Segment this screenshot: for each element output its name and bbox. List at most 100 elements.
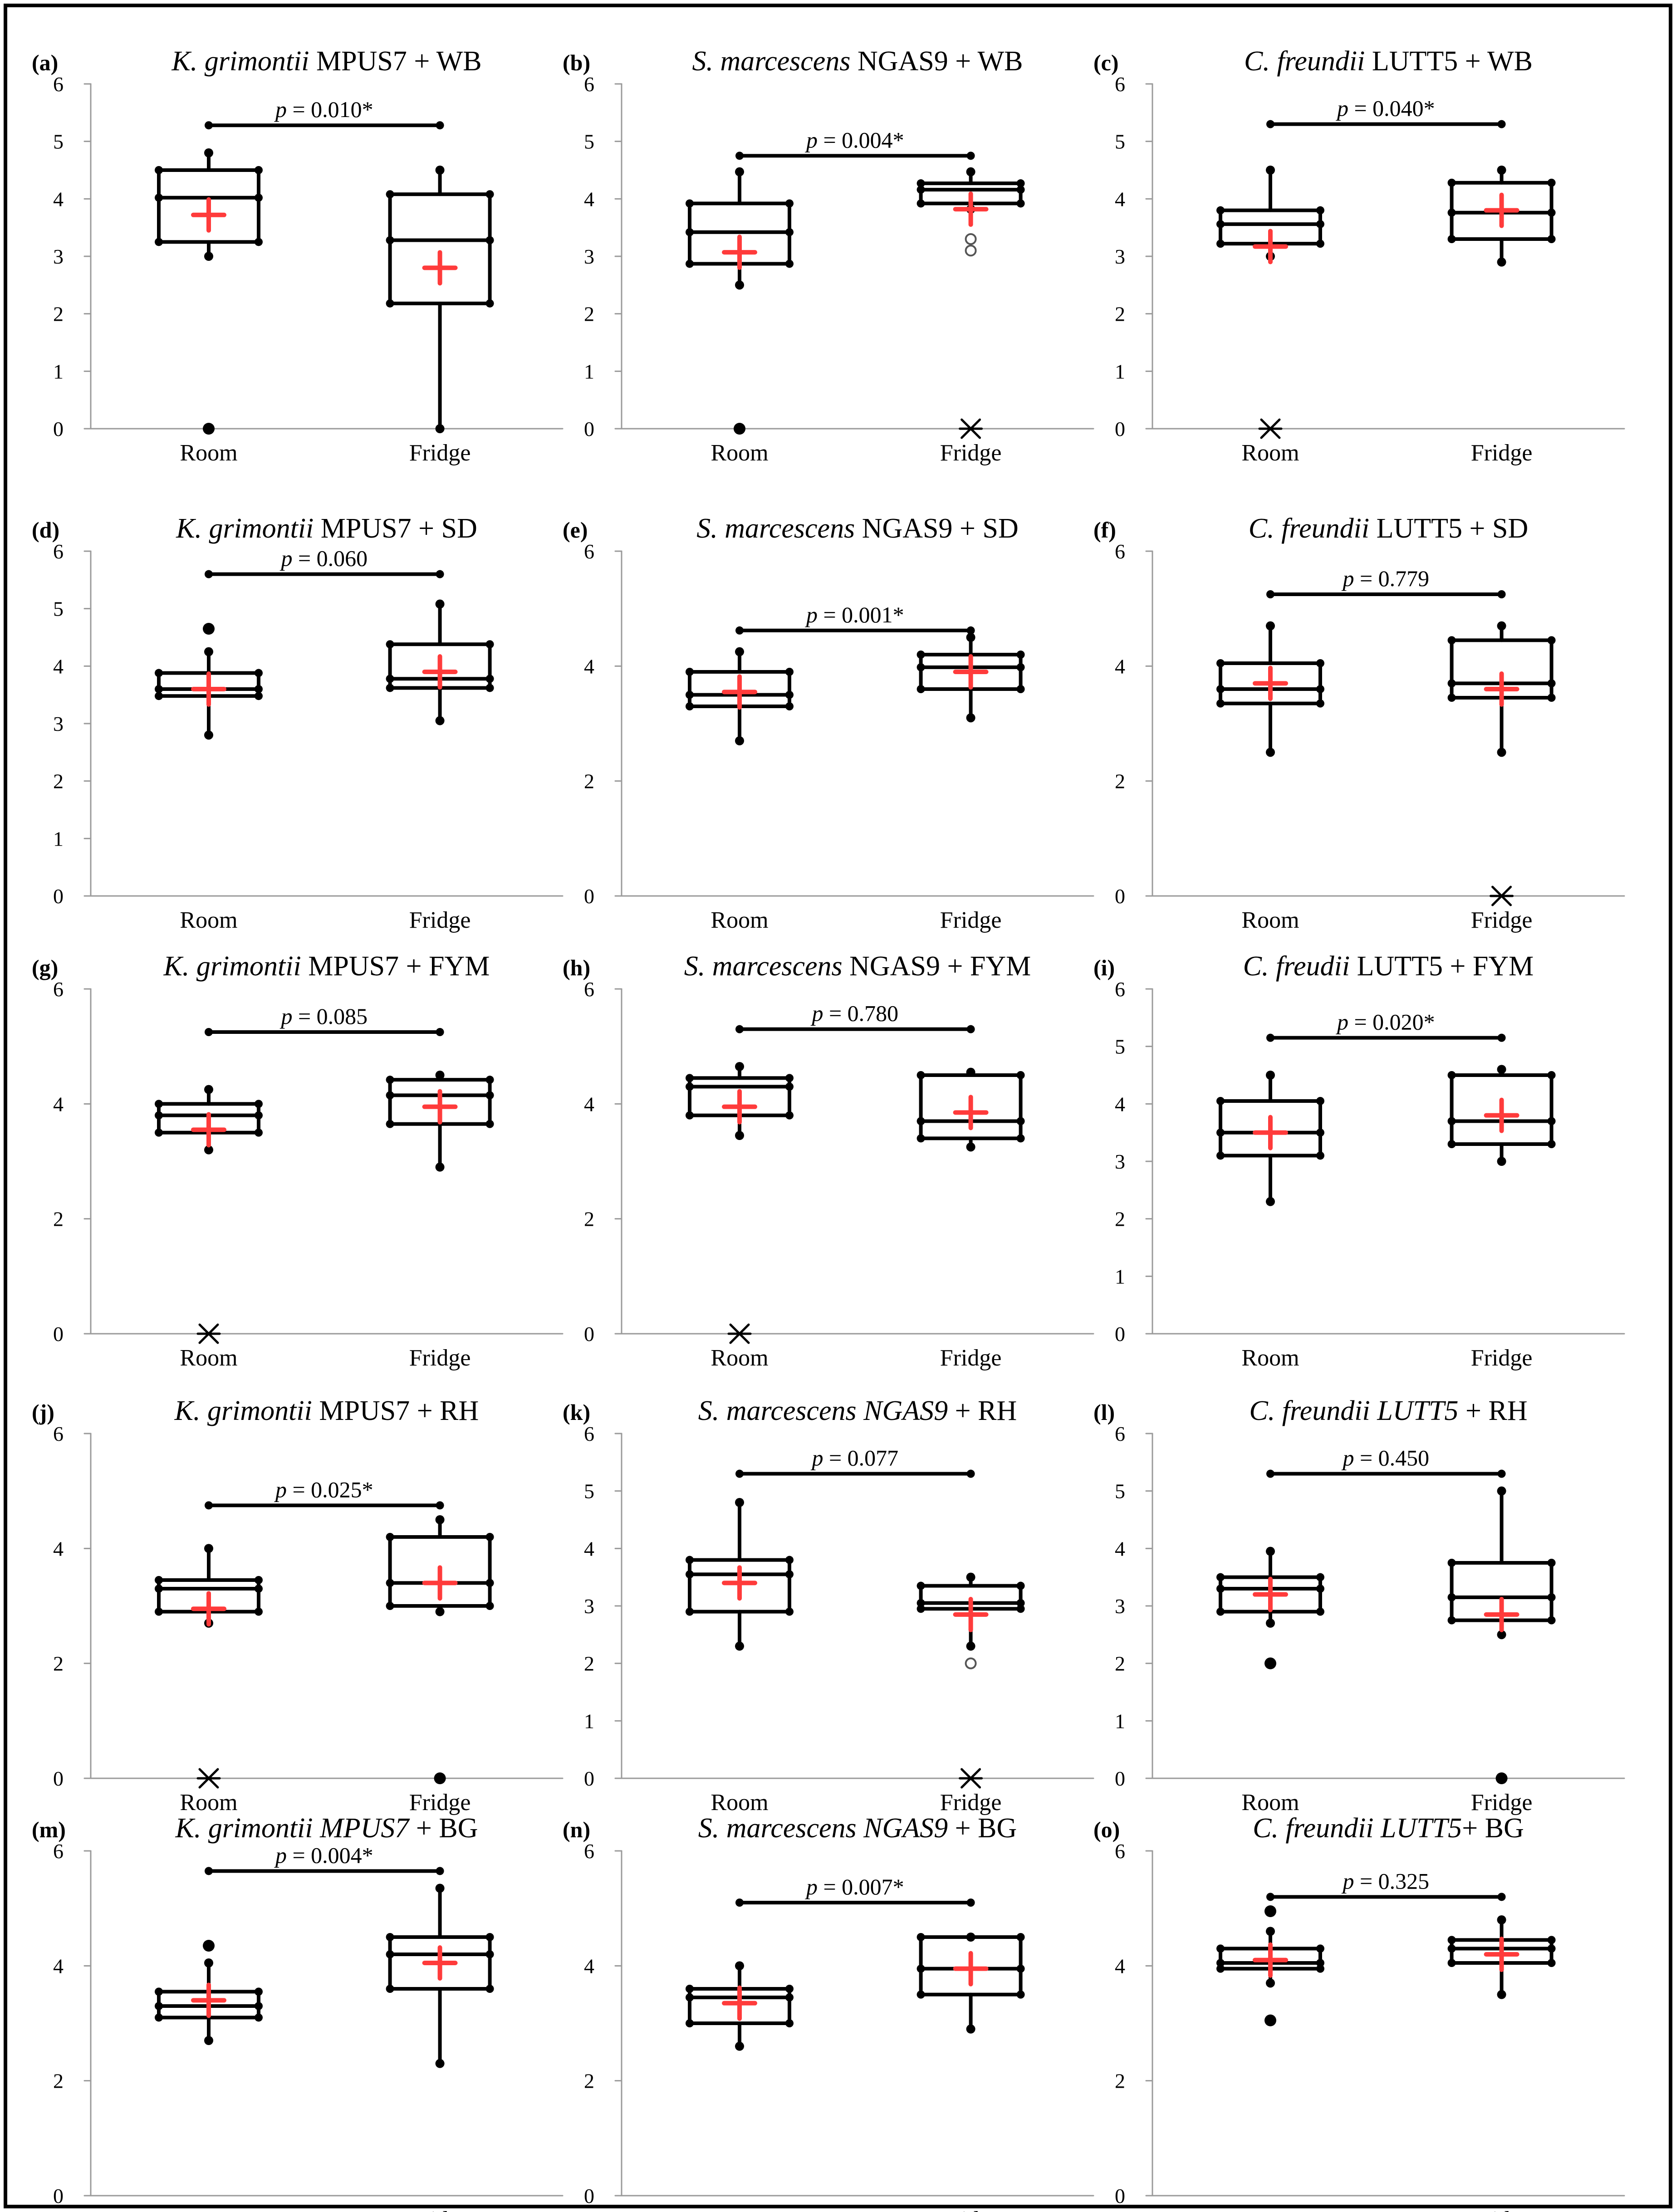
panel-title-segment: S. marcescens bbox=[696, 513, 855, 544]
panel-e: 0 2 4 6(e) S. marcescens NGAS9 + SD Room Fridg… bbox=[563, 513, 1094, 933]
box-corner-point bbox=[1216, 659, 1225, 667]
y-tick-label: 4 bbox=[584, 1537, 594, 1560]
category-label: Fridge bbox=[409, 2207, 471, 2212]
box-corner-point bbox=[1316, 1128, 1324, 1137]
box-corner-point bbox=[155, 1111, 163, 1120]
box-fridge bbox=[1447, 621, 1556, 906]
box-room bbox=[155, 623, 263, 740]
iqr-box bbox=[388, 1935, 492, 1991]
box-corner-point bbox=[686, 1993, 694, 2002]
significance-bar-end bbox=[1266, 1893, 1274, 1901]
box-corner-point bbox=[1447, 178, 1456, 187]
significance-bar-end bbox=[436, 121, 444, 130]
iqr-box bbox=[688, 1558, 791, 1614]
significance-bar-end bbox=[735, 1025, 744, 1033]
y-tick-label: 1 bbox=[584, 1709, 594, 1732]
box-corner-point bbox=[1447, 1616, 1456, 1625]
panel-title-segment: + RH bbox=[1459, 1395, 1528, 1426]
box-corner-point bbox=[1447, 1071, 1456, 1079]
y-tick-label: 0 bbox=[1115, 1322, 1125, 1346]
p-value-label: p = 0.007* bbox=[805, 1874, 904, 1899]
whisker-high-point bbox=[435, 166, 445, 175]
p-symbol: p bbox=[1336, 1009, 1348, 1035]
panel-label: (o) bbox=[1093, 1817, 1120, 1842]
box-corner-point bbox=[1447, 1593, 1456, 1601]
box-corner-point bbox=[1447, 694, 1456, 702]
panel-title-segment: S. marcescens bbox=[684, 951, 843, 982]
category-label: Fridge bbox=[1471, 1790, 1533, 1816]
y-tick-label: 4 bbox=[1115, 1092, 1125, 1116]
category-label: Room bbox=[1241, 440, 1299, 466]
box-corner-point bbox=[1016, 1581, 1025, 1590]
box-corner-point bbox=[155, 1100, 163, 1108]
significance-bar-end bbox=[205, 1028, 213, 1036]
box-fridge bbox=[1447, 1915, 1556, 1999]
box-corner-point bbox=[255, 1607, 263, 1616]
box-corner-point bbox=[1216, 1097, 1225, 1105]
box-corner-point bbox=[916, 1933, 925, 1941]
box-corner-point bbox=[485, 675, 494, 683]
box-corner-point bbox=[686, 1570, 694, 1579]
y-tick-label: 5 bbox=[584, 1480, 594, 1503]
box-corner-point bbox=[1316, 1964, 1324, 1973]
category-label: Room bbox=[180, 907, 237, 933]
box-corner-point bbox=[785, 1607, 794, 1616]
y-tick-label: 6 bbox=[53, 73, 64, 96]
significance-bar-end bbox=[205, 570, 213, 578]
box-corner-point bbox=[1216, 1959, 1225, 1967]
whisker-high-point bbox=[204, 1085, 213, 1094]
box-corner-point bbox=[155, 692, 163, 700]
box-corner-point bbox=[386, 1985, 394, 1993]
whisker-low-point bbox=[1266, 1619, 1275, 1628]
box-corner-point bbox=[785, 199, 794, 208]
y-tick-label: 5 bbox=[53, 130, 64, 153]
box-corner-point bbox=[785, 1074, 794, 1082]
box-room bbox=[155, 1544, 263, 1789]
box-corner-point bbox=[255, 1128, 263, 1137]
iqr-box bbox=[388, 192, 492, 305]
significance-bar-end bbox=[966, 626, 975, 635]
box-fridge bbox=[1447, 1486, 1556, 1784]
panel-n: 0 2 4 6(n) S. marcescens NGAS9 + BG Room Fridg… bbox=[563, 1813, 1094, 2212]
y-tick-label: 2 bbox=[584, 770, 594, 793]
p-symbol: p bbox=[805, 1874, 818, 1899]
box-corner-point bbox=[1547, 1959, 1556, 1967]
box-fridge bbox=[386, 166, 494, 433]
panel-k: 0 1 2 3 4 5 6(k) S. marcescens NGAS9 + RH Room Fr… bbox=[563, 1395, 1094, 1816]
box-corner-point bbox=[485, 1076, 494, 1084]
significance-bar-end bbox=[966, 1469, 975, 1478]
category-label: Room bbox=[711, 2207, 768, 2212]
panel-title: K. grimontii MPUS7 + WB bbox=[171, 46, 481, 77]
box-corner-point bbox=[785, 668, 794, 676]
box-corner-point bbox=[386, 190, 394, 199]
box-room bbox=[686, 647, 794, 745]
p-symbol: p bbox=[805, 127, 818, 152]
category-label: Room bbox=[1241, 1790, 1299, 1816]
box-corner-point bbox=[1216, 1585, 1225, 1593]
y-tick-label: 4 bbox=[1115, 1954, 1125, 1977]
whisker-low-point bbox=[735, 736, 744, 745]
box-corner-point bbox=[916, 651, 925, 659]
significance-bar-end bbox=[436, 570, 444, 578]
panel-g: 0 2 4 6(g) K. grimontii MPUS7 + FYM Room Fridg… bbox=[32, 951, 564, 1371]
whisker-high-point bbox=[1497, 1486, 1506, 1496]
y-tick-label: 3 bbox=[53, 712, 64, 735]
whisker-high-point bbox=[1497, 1915, 1506, 1924]
whisker-low-point bbox=[735, 2041, 744, 2051]
category-label: Room bbox=[1241, 1345, 1299, 1371]
outlier-point bbox=[1264, 1905, 1276, 1917]
y-tick-label: 6 bbox=[53, 1840, 64, 1863]
box-corner-point bbox=[686, 228, 694, 236]
box-corner-point bbox=[686, 199, 694, 208]
panel-title-segment: NGAS9 + WB bbox=[850, 46, 1023, 77]
p-value-label: p = 0.060 bbox=[279, 546, 368, 571]
box-corner-point bbox=[485, 1602, 494, 1610]
whisker-low-point bbox=[1497, 1990, 1506, 1999]
whisker-low-point bbox=[204, 2036, 213, 2045]
y-tick-label: 1 bbox=[1115, 360, 1125, 383]
box-corner-point bbox=[1316, 659, 1324, 667]
box-corner-point bbox=[1216, 1964, 1225, 1973]
panel-title-segment: K. grimontii bbox=[176, 513, 314, 544]
whisker-low-point bbox=[1266, 748, 1275, 757]
p-value-label: p = 0.001* bbox=[805, 602, 904, 627]
